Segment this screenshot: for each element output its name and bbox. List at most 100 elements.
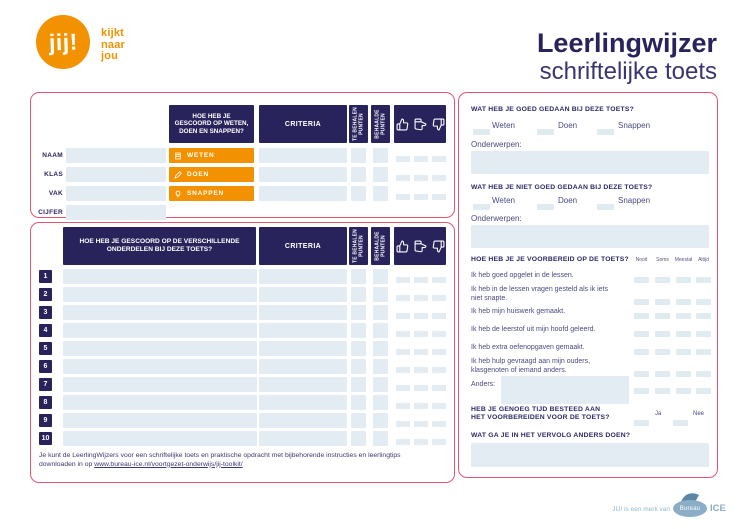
doen-checkbox[interactable] <box>537 129 554 135</box>
criteria-cell[interactable] <box>259 377 347 392</box>
points-cell[interactable] <box>351 413 366 428</box>
freq-checkbox[interactable] <box>655 331 670 337</box>
points-cell[interactable] <box>351 323 366 338</box>
rating-cell[interactable] <box>432 367 446 373</box>
points-cell[interactable] <box>373 377 388 392</box>
criteria-cell[interactable] <box>259 148 347 163</box>
rating-cell[interactable] <box>432 194 446 200</box>
rating-cell[interactable] <box>396 295 410 301</box>
criteria-cell[interactable] <box>259 186 347 201</box>
freq-checkbox[interactable] <box>655 299 670 305</box>
rating-cell[interactable] <box>396 439 410 445</box>
points-cell[interactable] <box>351 359 366 374</box>
freq-checkbox[interactable] <box>676 313 691 319</box>
rating-cell[interactable] <box>432 349 446 355</box>
freq-checkbox[interactable] <box>634 371 649 377</box>
criteria-cell[interactable] <box>259 323 347 338</box>
freq-checkbox[interactable] <box>676 349 691 355</box>
rating-cell[interactable] <box>396 403 410 409</box>
freq-checkbox[interactable] <box>655 313 670 319</box>
freq-checkbox[interactable] <box>655 277 670 283</box>
points-cell[interactable] <box>373 341 388 356</box>
points-cell[interactable] <box>351 377 366 392</box>
onderdeel-cell[interactable] <box>63 341 257 356</box>
criteria-cell[interactable] <box>259 305 347 320</box>
points-cell[interactable] <box>373 323 388 338</box>
rating-cell[interactable] <box>432 295 446 301</box>
points-cell[interactable] <box>373 167 388 182</box>
freq-checkbox[interactable] <box>696 277 711 283</box>
rating-cell[interactable] <box>414 313 428 319</box>
points-cell[interactable] <box>351 395 366 410</box>
rating-cell[interactable] <box>432 277 446 283</box>
rating-cell[interactable] <box>432 331 446 337</box>
rating-cell[interactable] <box>432 403 446 409</box>
criteria-cell[interactable] <box>259 431 347 446</box>
onderwerpen-bad-textarea[interactable] <box>471 225 709 248</box>
points-cell[interactable] <box>373 186 388 201</box>
onderdeel-cell[interactable] <box>63 269 257 284</box>
rating-cell[interactable] <box>414 367 428 373</box>
freq-checkbox[interactable] <box>676 388 691 394</box>
doen-checkbox[interactable] <box>537 204 554 210</box>
onderdeel-cell[interactable] <box>63 287 257 302</box>
criteria-cell[interactable] <box>259 359 347 374</box>
points-cell[interactable] <box>351 186 366 201</box>
rating-cell[interactable] <box>432 385 446 391</box>
rating-cell[interactable] <box>414 277 428 283</box>
freq-checkbox[interactable] <box>634 299 649 305</box>
points-cell[interactable] <box>373 148 388 163</box>
onderdeel-cell[interactable] <box>63 323 257 338</box>
points-cell[interactable] <box>373 305 388 320</box>
points-cell[interactable] <box>373 269 388 284</box>
points-cell[interactable] <box>351 167 366 182</box>
points-cell[interactable] <box>373 359 388 374</box>
naam-input[interactable] <box>66 148 166 163</box>
points-cell[interactable] <box>351 341 366 356</box>
rating-cell[interactable] <box>414 349 428 355</box>
rating-cell[interactable] <box>432 421 446 427</box>
criteria-cell[interactable] <box>259 395 347 410</box>
rating-cell[interactable] <box>396 349 410 355</box>
freq-checkbox[interactable] <box>634 277 649 283</box>
onderdeel-cell[interactable] <box>63 413 257 428</box>
rating-cell[interactable] <box>432 175 446 181</box>
freq-checkbox[interactable] <box>655 349 670 355</box>
rating-cell[interactable] <box>396 367 410 373</box>
rating-cell[interactable] <box>396 421 410 427</box>
points-cell[interactable] <box>373 413 388 428</box>
weten-checkbox[interactable] <box>473 204 490 210</box>
rating-cell[interactable] <box>396 331 410 337</box>
onderdeel-cell[interactable] <box>63 377 257 392</box>
snappen-checkbox[interactable] <box>597 129 614 135</box>
rating-cell[interactable] <box>432 156 446 162</box>
freq-checkbox[interactable] <box>655 388 670 394</box>
onderdeel-cell[interactable] <box>63 395 257 410</box>
rating-cell[interactable] <box>396 313 410 319</box>
rating-cell[interactable] <box>414 385 428 391</box>
rating-cell[interactable] <box>414 421 428 427</box>
criteria-cell[interactable] <box>259 287 347 302</box>
onderdeel-cell[interactable] <box>63 359 257 374</box>
freq-checkbox[interactable] <box>676 277 691 283</box>
rating-cell[interactable] <box>414 175 428 181</box>
onderdeel-cell[interactable] <box>63 305 257 320</box>
ja-checkbox[interactable] <box>634 420 649 426</box>
rating-cell[interactable] <box>414 295 428 301</box>
criteria-cell[interactable] <box>259 269 347 284</box>
freq-checkbox[interactable] <box>676 299 691 305</box>
rating-cell[interactable] <box>414 331 428 337</box>
cijfer-input[interactable] <box>66 205 166 220</box>
freq-checkbox[interactable] <box>696 331 711 337</box>
freq-checkbox[interactable] <box>634 388 649 394</box>
rating-cell[interactable] <box>396 175 410 181</box>
points-cell[interactable] <box>351 269 366 284</box>
freq-checkbox[interactable] <box>676 331 691 337</box>
rating-cell[interactable] <box>414 439 428 445</box>
freq-checkbox[interactable] <box>696 299 711 305</box>
klas-input[interactable] <box>66 167 166 182</box>
snappen-checkbox[interactable] <box>597 204 614 210</box>
criteria-cell[interactable] <box>259 341 347 356</box>
points-cell[interactable] <box>351 287 366 302</box>
points-cell[interactable] <box>351 305 366 320</box>
